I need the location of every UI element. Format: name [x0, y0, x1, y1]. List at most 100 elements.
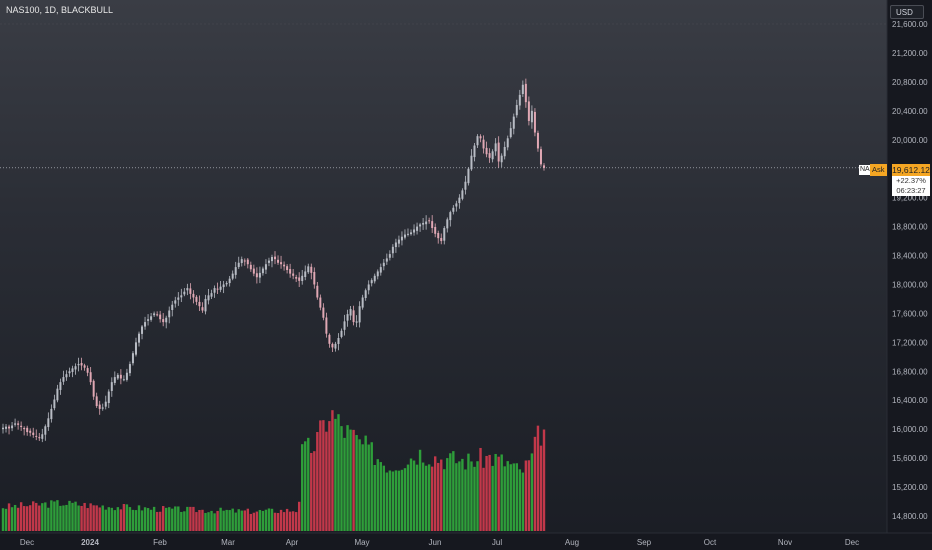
volume-bar — [92, 505, 95, 531]
volume-bar — [415, 464, 419, 531]
volume-bar — [313, 451, 316, 531]
volume-bar — [246, 508, 250, 531]
volume-bar — [104, 509, 107, 531]
candle-body — [428, 220, 431, 222]
candle-body — [231, 273, 234, 279]
candle-body — [74, 366, 77, 370]
volume-bar — [418, 449, 422, 531]
candle-body — [131, 353, 134, 364]
volume-bar — [307, 437, 310, 531]
price-tick-label: 20,800.00 — [892, 78, 928, 87]
volume-bar — [213, 513, 216, 531]
candle-body — [470, 155, 473, 170]
volume-bar — [427, 464, 431, 531]
candle-body — [446, 219, 449, 229]
candle-body — [86, 368, 89, 373]
volume-bar — [125, 504, 129, 531]
volume-bar — [107, 507, 110, 531]
volume-bar — [443, 469, 446, 531]
price-tick-label: 18,400.00 — [892, 252, 928, 261]
currency-badge[interactable]: USD — [890, 5, 924, 19]
candle-body — [277, 259, 280, 263]
candle-body — [352, 310, 355, 323]
candle-body — [485, 147, 488, 155]
candle-body — [334, 343, 337, 349]
candle-body — [17, 423, 20, 425]
candle-body — [2, 427, 4, 430]
volume-bar — [261, 510, 265, 531]
candle-body — [497, 142, 500, 162]
volume-bar — [433, 456, 437, 531]
candle-body — [134, 342, 137, 355]
volume-bar — [452, 451, 455, 531]
volume-bar — [349, 429, 352, 531]
candle-body — [283, 264, 286, 267]
candle-body — [240, 259, 243, 264]
volume-bar — [168, 507, 171, 531]
volume-bar — [388, 470, 392, 531]
candle-body — [252, 268, 255, 274]
volume-bar — [464, 469, 467, 531]
candle-body — [83, 365, 86, 368]
volume-bar — [195, 512, 198, 531]
volume-bar — [376, 459, 379, 531]
volume-bar — [1, 508, 5, 531]
volume-bar — [279, 509, 283, 531]
candle-body — [473, 145, 476, 158]
volume-bar — [294, 512, 298, 531]
volume-bar — [400, 469, 404, 531]
volume-bar — [38, 505, 41, 531]
volume-bar — [210, 510, 213, 531]
time-tick-label: Apr — [286, 538, 299, 547]
volume-bar — [494, 453, 497, 531]
volume-bar — [252, 512, 256, 531]
candle-body — [431, 221, 434, 229]
candle-body — [425, 221, 428, 225]
volume-bar — [524, 460, 528, 531]
candle-body — [400, 236, 403, 241]
volume-bar — [530, 453, 534, 531]
volume-bar — [355, 435, 358, 531]
candle-body — [20, 425, 23, 428]
candle-body — [77, 364, 80, 366]
volume-bar — [47, 507, 50, 531]
volume-bar — [536, 425, 540, 531]
candle-body — [482, 139, 485, 149]
candle-body — [397, 239, 400, 244]
volume-bar — [207, 512, 210, 531]
volume-bar — [343, 437, 346, 531]
volume-bar — [243, 510, 246, 531]
symbol-short-label: NAS — [859, 165, 876, 175]
candle-body — [210, 293, 213, 297]
candle-body — [455, 203, 458, 207]
candle-body — [506, 138, 509, 148]
candle-body — [207, 295, 210, 301]
candle-body — [113, 377, 116, 383]
candle-body — [413, 229, 416, 233]
candle-body — [264, 264, 267, 270]
volume-bar — [183, 511, 186, 531]
candle-body — [524, 83, 527, 103]
volume-bar — [285, 508, 289, 531]
candle-body — [461, 190, 464, 199]
candle-body — [467, 168, 470, 184]
volume-bar — [225, 509, 228, 531]
volume-bar — [29, 505, 32, 531]
volume-bar — [437, 462, 440, 531]
volume-bar — [53, 501, 56, 531]
candle-body — [80, 363, 83, 366]
candle-body — [71, 368, 74, 372]
candle-body — [228, 278, 231, 284]
volume-bar — [95, 505, 98, 531]
candle-body — [41, 434, 44, 439]
change-percent-tag: +22.37% — [892, 176, 930, 186]
volume-bar — [479, 447, 482, 531]
volume-bar — [461, 458, 464, 531]
volume-bar — [361, 444, 364, 531]
volume-bar — [249, 513, 253, 531]
candle-body — [216, 288, 219, 290]
candle-body — [503, 147, 506, 157]
candle-body — [138, 333, 141, 343]
candle-body — [89, 372, 92, 383]
